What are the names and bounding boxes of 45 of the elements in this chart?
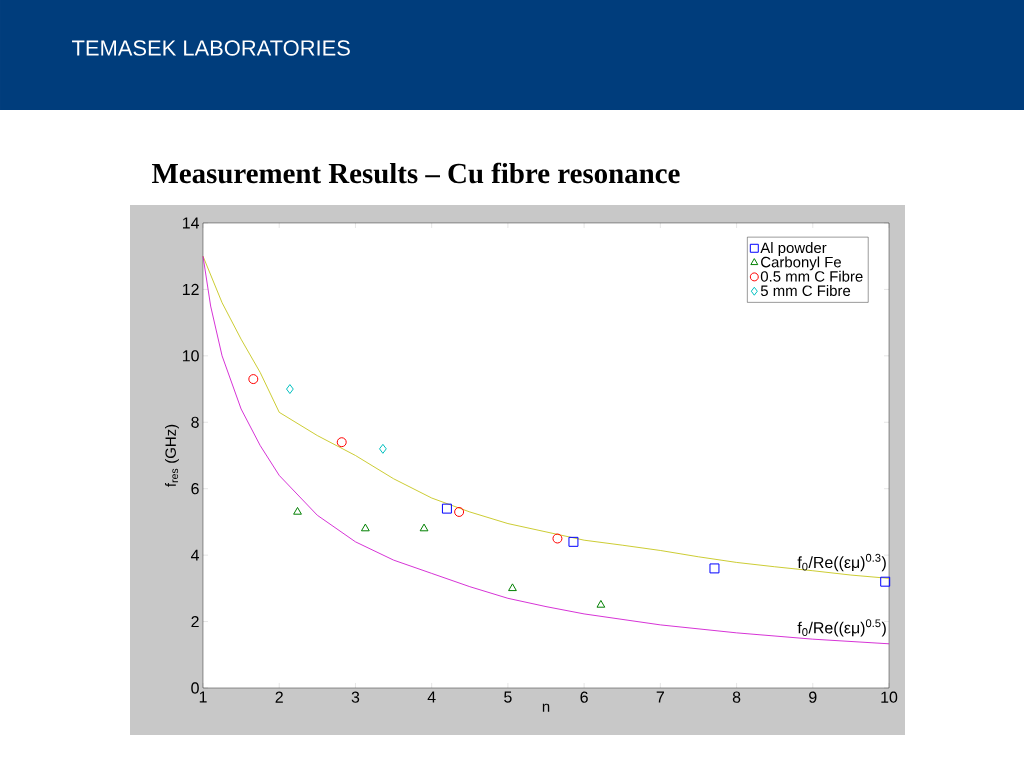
y-tick-label: 12 xyxy=(182,283,199,295)
chart-title: Measurement Results – Cu fibre resonance xyxy=(152,162,680,184)
point xyxy=(508,583,517,592)
x-tick-label: 9 xyxy=(809,691,817,703)
point xyxy=(286,384,294,395)
x-tick-label: 5 xyxy=(504,691,512,703)
x-tick-label: 3 xyxy=(351,691,360,703)
point xyxy=(709,563,720,574)
x-tick-label: 6 xyxy=(580,691,588,703)
y-tick-label: 4 xyxy=(190,549,200,561)
point xyxy=(248,374,259,385)
point xyxy=(360,523,370,532)
annotation: f$_{0}$/Re((εμ)$^{0.3}$) xyxy=(797,553,886,572)
point xyxy=(596,599,606,608)
y-tick-label: 2 xyxy=(191,616,199,628)
point xyxy=(552,533,563,544)
x-tick-label: 2 xyxy=(275,691,283,703)
line-series xyxy=(202,255,890,645)
legend-label: Al powder xyxy=(760,242,827,257)
x-axis-title: n xyxy=(542,703,550,712)
point xyxy=(880,576,891,587)
x-tick-label: 1 xyxy=(199,691,207,703)
line-series xyxy=(202,255,890,579)
y-tick-label: 6 xyxy=(191,483,199,495)
point xyxy=(293,506,302,515)
x-tick-label: 10 xyxy=(881,691,898,703)
legend-label: 5 mm C Fibre xyxy=(760,285,851,297)
y-axis-title: f$_{res}$ (GHz) xyxy=(165,424,179,487)
legend-label: 0.5 mm C Fibre xyxy=(760,270,863,282)
point xyxy=(336,437,347,448)
point xyxy=(568,536,579,547)
legend-label: Carbonyl Fe xyxy=(761,256,841,271)
x-tick-label: 8 xyxy=(732,691,741,703)
x-tick-label: 4 xyxy=(427,691,436,703)
y-tick-label: 0 xyxy=(191,682,199,694)
y-tick-label: 8 xyxy=(191,416,199,428)
y-tick-label: 10 xyxy=(182,350,199,362)
x-tick-label: 7 xyxy=(656,691,664,703)
text: TEMASEK LABORATORIES xyxy=(72,40,350,56)
point xyxy=(419,523,429,532)
y-tick-label: 14 xyxy=(182,217,200,229)
annotation: f$_{0}$/Re((εμ)$^{0.5}$) xyxy=(797,619,886,637)
point xyxy=(441,503,452,514)
point xyxy=(454,506,465,517)
point xyxy=(379,443,387,454)
